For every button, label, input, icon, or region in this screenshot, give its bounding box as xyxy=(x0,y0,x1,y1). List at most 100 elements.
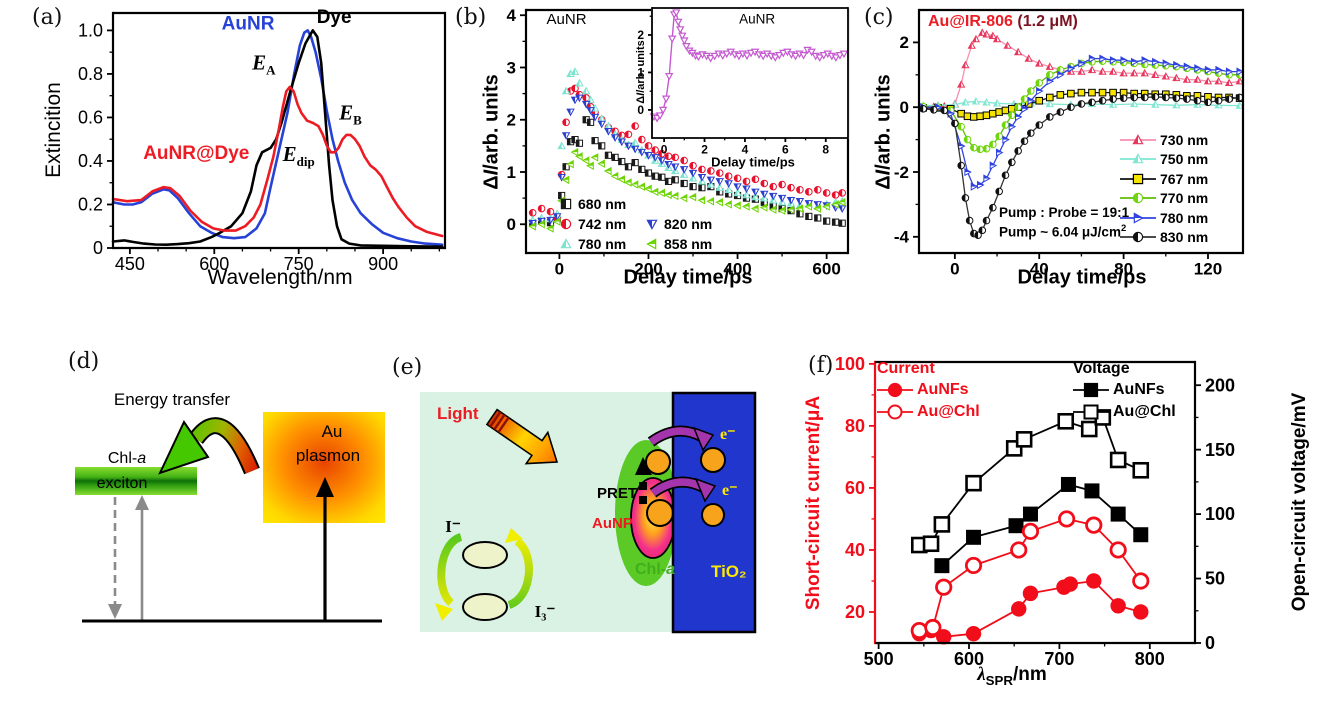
nm-unit: /nm xyxy=(1013,664,1047,686)
legend-item: AuNFs xyxy=(1073,381,1165,399)
energy-transfer-label: Energy transfer xyxy=(114,390,231,409)
tick-label: 200 xyxy=(1205,375,1235,395)
chart-f-ylabel-right: Open-circuit voltage/mV xyxy=(1289,392,1310,612)
legend-current-title: Current xyxy=(877,360,935,377)
series-780-nm xyxy=(920,54,1244,191)
legend-marker xyxy=(877,382,913,398)
panel-f-label: (f) xyxy=(808,353,834,378)
chart-b-inset-ylabel: ΔI/arb. units xyxy=(635,40,647,104)
tick-label: 80 xyxy=(845,416,865,436)
legend-voltage-title: Voltage xyxy=(1073,360,1130,377)
tick-label: 0 xyxy=(1205,633,1215,653)
tick-label: 8 xyxy=(822,142,829,156)
plasmon-excitation-arrowhead xyxy=(316,477,334,497)
annotation: EA xyxy=(251,51,276,78)
pret-arrowhead xyxy=(635,457,652,475)
tick-label: 6 xyxy=(782,142,789,156)
legend-label: AuNFs xyxy=(1113,381,1165,398)
tick-label: 0 xyxy=(555,259,564,278)
tick-label: 120 xyxy=(1194,259,1222,278)
tick-label: 200 xyxy=(634,259,662,278)
tick-label: 500 xyxy=(864,649,894,669)
panel-b-label: (b) xyxy=(455,5,487,30)
chart-c-xlabel: Delay time/ps xyxy=(1017,266,1147,289)
annotation: AuNR xyxy=(547,11,587,28)
legend-item: 730 nm xyxy=(1120,132,1208,148)
series-830-nm xyxy=(919,93,1244,239)
series-current-au-chl xyxy=(910,510,1150,640)
tick-label: 100 xyxy=(1205,504,1235,524)
legend-item: 858 nm xyxy=(644,236,730,252)
legend-item: 780 nm xyxy=(558,236,644,252)
tick-label: 100 xyxy=(835,354,865,374)
panel-e-diagram: Light I⁻ I₃⁻ e⁻ e⁻ PRET AuNP Chl-a xyxy=(420,391,757,634)
tick-label: 0 xyxy=(93,238,103,258)
redox-cycle-arrow-right xyxy=(507,537,533,609)
tick-label: 40 xyxy=(845,540,865,560)
legend-label: 830 nm xyxy=(1160,229,1209,246)
legend-marker xyxy=(877,404,913,420)
annotation: Dye xyxy=(317,7,352,28)
chart-c-plot: 0 40 80 120 -4 -2 0 2 xyxy=(894,8,1245,278)
plasmon-label: plasmon xyxy=(296,446,360,465)
redox-arrowhead-left xyxy=(435,603,453,621)
chla-label: Chl-a xyxy=(108,450,146,467)
legend-label: 730 nm xyxy=(1160,131,1209,148)
chart-a-ylabel: Extincition xyxy=(42,82,65,178)
chart-a-plot: 450 600 750 900 0 0.2 0.4 0.6 0.8 1.0 AuNR Dye EA Edi… xyxy=(78,7,447,274)
panel-d-diagram: Energy transfer Chl-a exciton Au plasmon xyxy=(75,390,385,623)
legend-row: 730 nm xyxy=(1120,130,1208,150)
au-label: Au xyxy=(322,422,343,441)
legend-row: AuNFs xyxy=(877,379,980,401)
tick-label: -2 xyxy=(894,163,909,182)
tick-label: 3 xyxy=(507,58,516,77)
iodide-species-bottom xyxy=(462,593,508,621)
legend-label: Au@Chl xyxy=(917,403,980,420)
legend-item: AuNFs xyxy=(877,381,969,399)
energy-transfer-arrowhead xyxy=(158,419,210,475)
tick-label: 600 xyxy=(812,259,840,278)
triiodide-label: I₃⁻ xyxy=(535,602,556,621)
annotation: Edip xyxy=(282,142,315,169)
panel-d-label: (d) xyxy=(68,349,100,374)
legend-label: AuNFs xyxy=(917,381,969,398)
chart-b-inset-xlabel: Delay time/ps xyxy=(711,154,795,170)
chla-blob-label: Chl-a xyxy=(635,561,675,578)
electron-label: e⁻ xyxy=(720,426,736,443)
tick-label: 40 xyxy=(1030,259,1049,278)
tick-label: 0.2 xyxy=(78,195,103,215)
legend-row: 780 nm xyxy=(1120,208,1208,228)
tio2-label: TiO₂ xyxy=(711,562,747,581)
intensity-symbol: I xyxy=(480,169,503,176)
chla-exciton-level xyxy=(75,467,197,495)
tick-label: 0.4 xyxy=(78,151,103,171)
chart-f-legend-current: Current AuNFs Au@Chl xyxy=(877,360,980,423)
legend-item: 830 nm xyxy=(1120,229,1208,245)
annotation: AuNR xyxy=(222,13,275,34)
legend-row: AuNFs xyxy=(1073,379,1176,401)
legend-marker xyxy=(1120,153,1156,164)
legend-item: Au@Chl xyxy=(1073,403,1176,421)
series-820-nm xyxy=(528,94,847,228)
tick-label: 700 xyxy=(1044,649,1074,669)
chart-f-legend-voltage: Voltage AuNFs Au@Chl xyxy=(1073,360,1176,423)
tick-label: 50 xyxy=(1205,569,1225,589)
tick-label: 450 xyxy=(115,254,145,274)
tick-label: 0 xyxy=(950,259,959,278)
legend-label: Au@Chl xyxy=(1113,403,1176,420)
legend-item: 680 nm xyxy=(558,196,644,212)
chart-b-legend: 680 nm 742 nm 820 nm 780 nm 858 nm xyxy=(558,194,730,254)
annotation: AuNR@Dye xyxy=(143,143,249,164)
legend-label: 767 nm xyxy=(1160,170,1209,187)
tick-label: 0 xyxy=(637,103,644,117)
tick-label: -4 xyxy=(894,228,910,247)
legend-marker xyxy=(560,218,572,230)
iodide-species-top xyxy=(462,541,508,569)
light-label: Light xyxy=(437,404,479,423)
exciton-label: exciton xyxy=(97,475,148,492)
chart-c-title: Au@IR-806 (1.2 μM) xyxy=(928,13,1078,31)
tick-label: 750 xyxy=(284,254,314,274)
pret-arrow-dash xyxy=(639,482,647,490)
legend-marker xyxy=(560,238,572,249)
series-aunr xyxy=(649,9,849,123)
